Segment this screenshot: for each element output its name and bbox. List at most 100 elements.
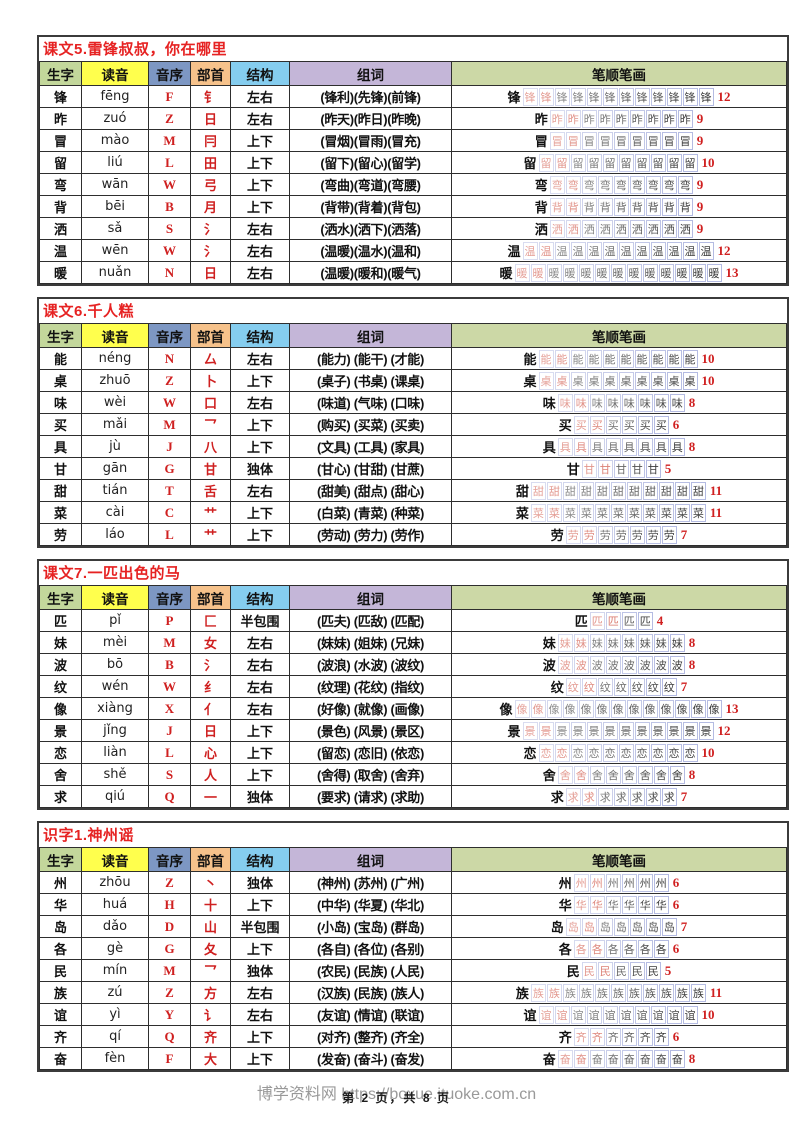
stroke-step-box: 民 — [613, 961, 629, 980]
radical-cell: 月 — [190, 195, 231, 218]
stroke-step-box: 背 — [565, 197, 581, 216]
vocab-row: 州 zhōu Z 丶独体 (神州) (苏州) (广州) 州州州州州州州 6 — [39, 871, 787, 894]
radical-cell: 匚 — [190, 609, 231, 632]
words-cell: (神州) (苏州) (广州) — [289, 871, 452, 894]
stroke-order-cell: 恋恋恋恋恋恋恋恋恋恋恋 10 — [451, 741, 787, 764]
initial-letter-cell: L — [148, 741, 191, 764]
stroke-step-box: 谊 — [666, 1005, 682, 1024]
stroke-step-box: 留 — [682, 153, 698, 172]
stroke-step-box: 弯 — [629, 175, 645, 194]
initial-letter-cell: G — [148, 457, 191, 480]
words-cell: (昨天)(昨日)(昨晚) — [289, 107, 452, 130]
stroke-step-box: 求 — [645, 787, 661, 806]
char-cell: 留 — [39, 151, 82, 174]
words-cell: (购买) (买菜) (买卖) — [289, 413, 452, 436]
stroke-step-box: 像 — [594, 699, 610, 718]
stroke-step-box: 弯 — [613, 175, 629, 194]
stroke-step-box: 恋 — [538, 743, 554, 762]
stroke-step-box: 留 — [554, 153, 570, 172]
stroke-step-box: 各 — [605, 939, 621, 958]
stroke-count: 8 — [688, 438, 696, 454]
stroke-step-box: 舍 — [605, 765, 621, 784]
initial-letter-cell: J — [148, 435, 191, 458]
column-header-radical: 部首 — [190, 61, 231, 86]
char-cell: 背 — [39, 195, 82, 218]
structure-cell: 左右 — [230, 85, 290, 108]
structure-cell: 左右 — [230, 107, 290, 130]
stroke-count: 7 — [680, 788, 688, 804]
pinyin-cell: wān — [81, 173, 149, 196]
stroke-step-box: 温 — [634, 241, 650, 260]
stroke-step-box: 味 — [669, 393, 685, 412]
pinyin-cell: tián — [81, 479, 149, 502]
stroke-step-box: 求 — [597, 787, 613, 806]
initial-letter-cell: X — [148, 697, 191, 720]
stroke-step-box: 锋 — [682, 87, 698, 106]
stroke-count: 6 — [672, 896, 680, 912]
stroke-step-box: 谊 — [650, 1005, 666, 1024]
vocab-row: 昨 zuó Z 日左右 (昨天)(昨日)(昨晚) 昨昨昨昨昨昨昨昨昨昨 9 — [39, 107, 787, 130]
radical-cell: 女 — [190, 631, 231, 654]
stroke-step-box: 舍 — [669, 765, 685, 784]
column-header-initial: 音序 — [148, 847, 191, 872]
stroke-step-box: 锋 — [650, 87, 666, 106]
stroke-step-box: 弯 — [645, 175, 661, 194]
stroke-step-box: 奋 — [669, 1049, 685, 1068]
char-cell: 民 — [39, 959, 82, 982]
stroke-step-box: 华 — [637, 895, 653, 914]
char-cell: 具 — [39, 435, 82, 458]
stroke-step-box: 像 — [546, 699, 562, 718]
stroke-step-box: 甜 — [674, 481, 690, 500]
stroke-lead-char: 留 — [523, 156, 537, 171]
stroke-step-box: 买 — [653, 415, 669, 434]
stroke-step-box: 昨 — [581, 109, 597, 128]
stroke-step-box: 恋 — [554, 743, 570, 762]
stroke-step-box: 景 — [570, 721, 586, 740]
char-cell: 景 — [39, 719, 82, 742]
stroke-step-box: 菜 — [546, 503, 562, 522]
stroke-step-box: 具 — [637, 437, 653, 456]
words-cell: (对齐) (整齐) (齐全) — [289, 1025, 452, 1048]
stroke-step-box: 匹 — [605, 611, 621, 630]
radical-cell: 夂 — [190, 937, 231, 960]
initial-letter-cell: Q — [148, 785, 191, 808]
vocab-table: 生字 读音 音序 部首 结构 组词 笔顺笔画 匹 pǐ P 匚半包围 (匹夫) (匹敌) (匹配) 匹… — [39, 585, 787, 808]
structure-cell: 左右 — [230, 239, 290, 262]
structure-cell: 上下 — [230, 719, 290, 742]
char-cell: 菜 — [39, 501, 82, 524]
stroke-step-box: 波 — [589, 655, 605, 674]
stroke-step-box: 洒 — [645, 219, 661, 238]
pinyin-cell: shě — [81, 763, 149, 786]
stroke-step-box: 族 — [626, 983, 642, 1002]
stroke-step-box: 桌 — [554, 371, 570, 390]
initial-letter-cell: Z — [148, 107, 191, 130]
stroke-order-cell: 桌桌桌桌桌桌桌桌桌桌桌 10 — [451, 369, 787, 392]
stroke-step-box: 恋 — [666, 743, 682, 762]
words-cell: (纹理) (花纹) (指纹) — [289, 675, 452, 698]
structure-cell: 上下 — [230, 1047, 290, 1070]
radical-cell: 艹 — [190, 523, 231, 546]
radical-cell: 山 — [190, 915, 231, 938]
stroke-step-box: 洒 — [661, 219, 677, 238]
stroke-step-box: 锋 — [570, 87, 586, 106]
stroke-step-box: 恋 — [586, 743, 602, 762]
stroke-step-box: 甜 — [594, 481, 610, 500]
stroke-step-box: 洒 — [549, 219, 565, 238]
stroke-step-box: 味 — [653, 393, 669, 412]
stroke-count: 8 — [688, 634, 696, 650]
lesson-title: 识字1.神州谣 — [43, 827, 135, 844]
stroke-order-cell: 谊谊谊谊谊谊谊谊谊谊谊 10 — [451, 1003, 787, 1026]
words-cell: (甜美) (甜点) (甜心) — [289, 479, 452, 502]
stroke-step-box: 暖 — [562, 263, 578, 282]
vocab-row: 恋 liàn L 心上下 (留恋) (恋旧) (依恋) 恋恋恋恋恋恋恋恋恋恋恋 10 — [39, 741, 787, 764]
stroke-step-box: 谊 — [634, 1005, 650, 1024]
initial-letter-cell: M — [148, 631, 191, 654]
stroke-step-box: 锋 — [618, 87, 634, 106]
column-header-initial: 音序 — [148, 323, 191, 348]
radical-cell: 十 — [190, 893, 231, 916]
initial-letter-cell: P — [148, 609, 191, 632]
stroke-step-box: 温 — [538, 241, 554, 260]
pinyin-cell: qiú — [81, 785, 149, 808]
